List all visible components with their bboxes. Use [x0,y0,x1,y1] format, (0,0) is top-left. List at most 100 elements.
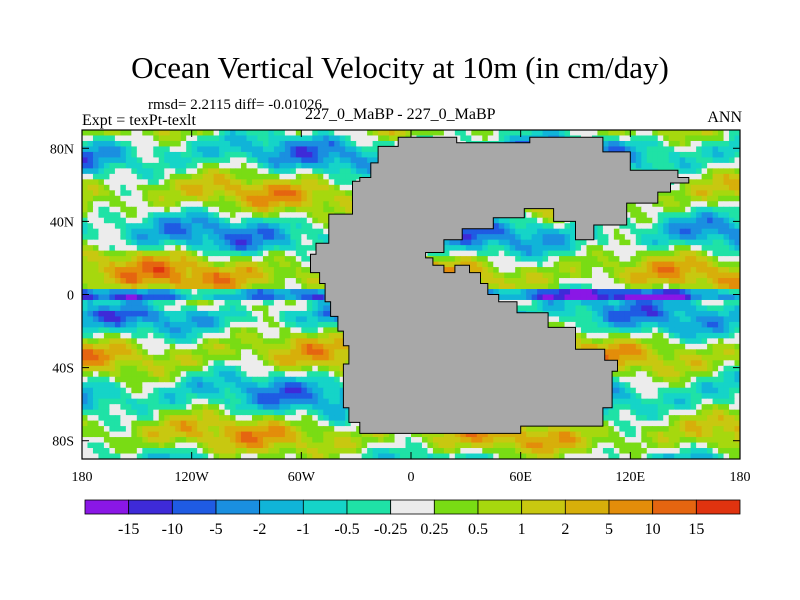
field-cell [734,212,740,219]
field-cell [504,256,511,263]
field-cell [257,162,264,169]
field-cell [729,217,736,224]
field-cell [652,332,659,339]
field-cell [613,239,620,246]
field-cell [246,321,253,328]
field-cell [136,289,143,296]
field-cell [575,130,582,137]
field-cell [92,316,100,323]
field-cell [92,256,100,263]
field-cell [98,310,105,318]
field-cell [729,157,736,164]
field-cell [460,234,467,241]
field-cell [367,135,374,142]
field-cell [103,201,111,208]
field-cell [334,173,341,180]
field-cell [136,146,143,153]
field-cell [301,332,308,339]
field-cell [175,261,182,268]
field-cell [685,267,692,274]
field-cell [197,278,204,285]
field-cell [109,234,116,241]
field-cell [241,310,248,318]
field-cell [317,195,324,202]
field-cell [213,239,220,246]
field-cell [723,316,730,323]
field-cell [279,223,286,230]
field-cell [317,327,324,334]
field-cell [690,305,697,312]
field-cell [114,272,121,279]
field-cell [696,140,703,148]
field-cell [723,157,730,164]
field-cell [701,135,708,142]
field-cell [131,250,138,257]
field-cell [87,354,94,361]
field-cell [197,217,204,224]
field-cell [696,321,703,328]
field-cell [443,261,450,268]
field-cell [729,239,736,246]
field-cell [712,272,719,279]
field-cell [153,305,160,312]
field-cell [405,130,412,137]
field-cell [460,245,467,252]
field-cell [657,316,664,323]
field-cell [290,283,297,290]
field-cell [235,157,242,164]
field-cell [295,162,302,169]
field-cell [317,354,324,361]
field-cell [323,299,330,307]
field-cell [465,234,472,241]
field-cell [685,157,692,164]
field-cell [257,179,264,186]
field-cell [646,162,653,169]
field-cell [120,245,127,252]
field-cell [597,267,604,274]
field-cell [169,179,176,186]
field-cell [251,206,259,213]
field-cell [197,146,204,153]
field-cell [273,168,280,175]
field-cell [718,201,725,208]
field-cell [663,321,670,328]
field-cell [679,140,686,148]
field-cell [186,146,193,153]
field-cell [493,245,500,252]
field-cell [312,278,319,285]
field-cell [712,316,719,323]
field-cell [153,179,160,186]
field-cell [630,206,637,213]
field-cell [92,245,100,252]
field-cell [690,168,697,175]
field-cell [729,179,736,186]
field-cell [389,130,396,137]
field-cell [729,283,736,290]
field-cell [279,289,286,296]
field-cell [443,256,450,263]
field-cell [323,338,330,345]
field-cell [164,162,171,169]
field-cell [635,294,642,301]
field-cell [230,316,237,323]
field-cell [98,272,105,279]
field-cell [729,135,736,142]
field-cell [301,250,308,257]
field-cell [613,327,620,334]
field-cell [125,316,132,323]
field-cell [575,283,582,290]
field-cell [421,130,429,137]
field-cell [87,299,94,307]
field-cell [103,234,111,241]
field-cell [696,130,703,137]
field-cell [147,173,154,180]
field-cell [624,343,631,350]
field-cell [559,250,566,257]
field-cell [114,206,121,213]
field-cell [142,151,149,159]
field-cell [306,146,313,153]
field-cell [246,327,253,334]
field-cell [306,184,313,191]
field-cell [219,327,226,334]
field-cell [158,310,165,318]
